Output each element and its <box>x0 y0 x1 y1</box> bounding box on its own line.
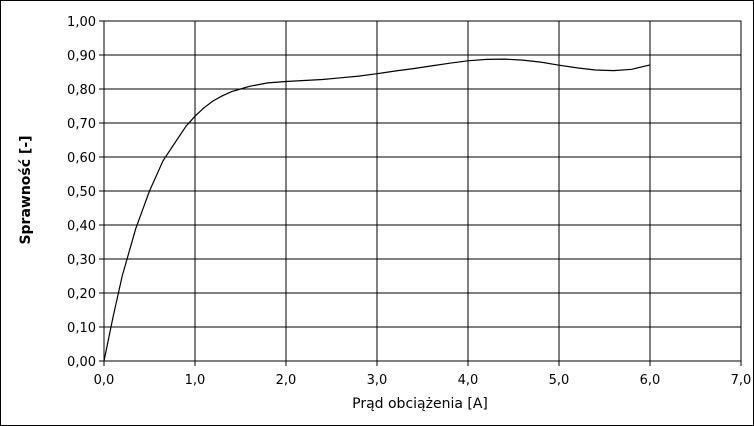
y-tick-label: 0,80 <box>67 83 96 98</box>
x-tick-label: 0,0 <box>94 373 115 388</box>
y-tick-label: 0,10 <box>67 321 96 336</box>
x-tick-label: 2,0 <box>276 373 297 388</box>
y-tick-label: 0,00 <box>67 355 96 370</box>
x-tick-label: 7,0 <box>731 373 752 388</box>
grid <box>99 20 742 366</box>
plot-area-border <box>103 20 742 362</box>
y-tick-label: 0,50 <box>67 185 96 200</box>
y-tick-label: 0,90 <box>67 49 96 64</box>
x-axis-title: Prąd obciążenia [A] <box>352 396 488 412</box>
x-tick-label: 1,0 <box>185 373 206 388</box>
y-tick-label: 0,20 <box>67 287 96 302</box>
y-tick-label: 0,70 <box>67 117 96 132</box>
y-tick-labels: 0,00 0,10 0,20 0,30 0,40 0,50 0,60 0,70 0,80 0,90… <box>67 15 96 370</box>
x-tick-labels: 0,0 1,0 2,0 3,0 4,0 5,0 6,0 7,0 <box>94 373 752 388</box>
y-axis-title: Sprawność [-] <box>18 135 34 244</box>
y-tick-label: 0,40 <box>67 219 96 234</box>
y-tick-label: 0,60 <box>67 151 96 166</box>
x-tick-label: 5,0 <box>549 373 570 388</box>
y-tick-label: 1,00 <box>67 15 96 30</box>
x-tick-label: 3,0 <box>367 373 388 388</box>
x-tick-label: 6,0 <box>640 373 661 388</box>
y-tick-label: 0,30 <box>67 253 96 268</box>
series-line <box>103 58 651 362</box>
series-layer <box>103 58 651 362</box>
x-tick-label: 4,0 <box>458 373 479 388</box>
